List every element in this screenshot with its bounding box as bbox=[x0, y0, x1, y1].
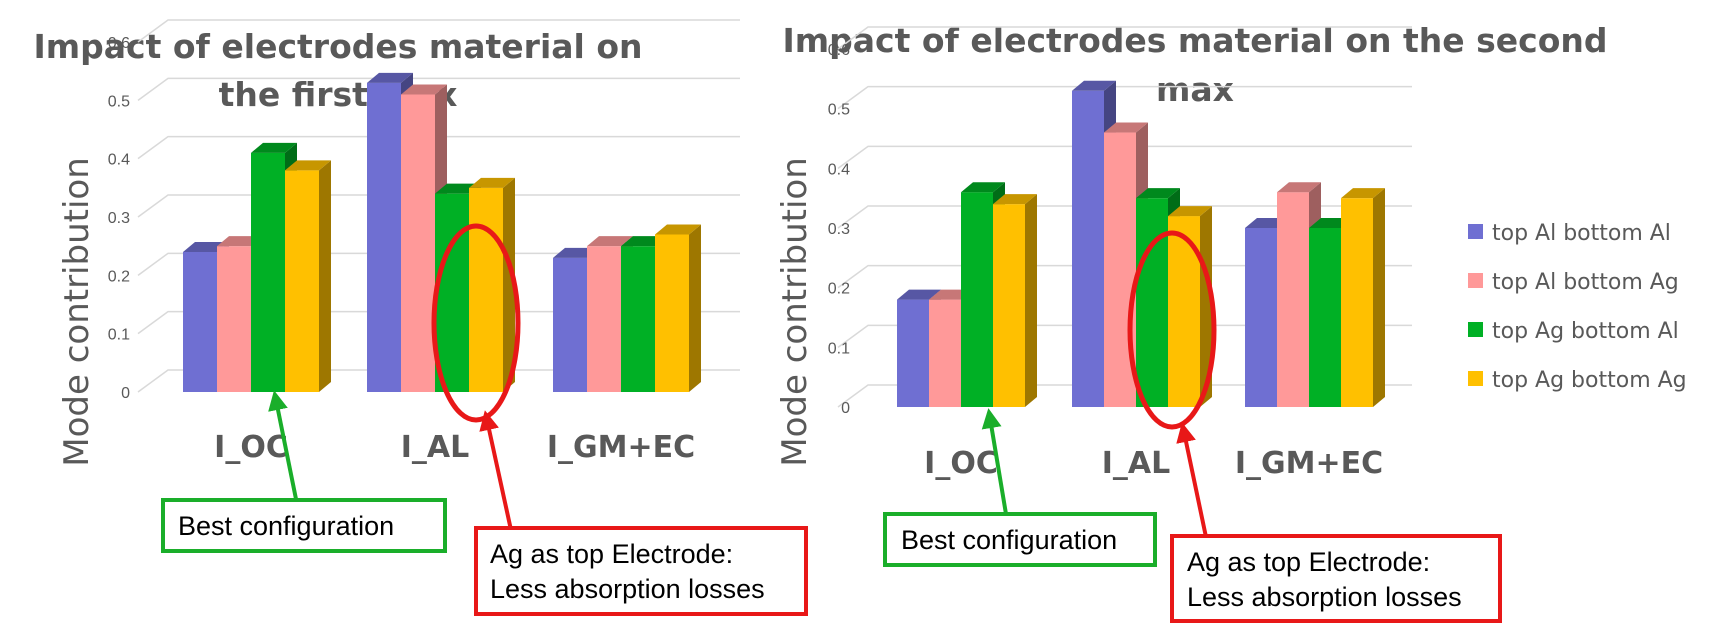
gridline bbox=[837, 145, 1412, 169]
chart1-green-arrow bbox=[268, 390, 299, 505]
chart2-plot: 0 0.1 0.2 0.3 0.4 0.5 0.6 I_OC I_AL I_GM+EC bbox=[828, 26, 1412, 481]
legend-swatch bbox=[1468, 371, 1483, 386]
y-tick-label: 0.3 bbox=[828, 221, 850, 238]
chart2-title-line2: max bbox=[1156, 70, 1234, 109]
y-tick-label: 0 bbox=[121, 385, 130, 402]
chart2-best-config-text: Best configuration bbox=[901, 525, 1117, 555]
y-tick-label: 0.6 bbox=[108, 35, 130, 52]
bar-i-oc-top-ag-bottom-ag bbox=[993, 194, 1037, 407]
chart2-ag-top-text-line1: Ag as top Electrode: bbox=[1187, 547, 1430, 577]
category-label-i-al: I_AL bbox=[1102, 446, 1171, 481]
gridline bbox=[837, 384, 1412, 408]
chart1-best-config-box bbox=[161, 498, 447, 553]
chart1-ag-top-text-line2: Less absorption losses bbox=[490, 574, 765, 604]
y-tick-label: 0.5 bbox=[828, 102, 850, 119]
chart2-green-arrow bbox=[981, 408, 1008, 515]
gridline bbox=[137, 194, 740, 218]
legend: top Al bottom Al top Al bottom Ag top Ag b… bbox=[1468, 221, 1687, 393]
legend-item-top-al-bottom-ag: top Al bottom Ag bbox=[1468, 270, 1679, 295]
legend-item-top-ag-bottom-ag: top Ag bottom Ag bbox=[1468, 368, 1687, 393]
y-tick-label: 0.2 bbox=[108, 268, 130, 285]
y-tick-label: 0.3 bbox=[108, 210, 130, 227]
legend-label: top Al bottom Ag bbox=[1492, 270, 1679, 295]
legend-swatch bbox=[1468, 322, 1483, 337]
legend-label: top Al bottom Al bbox=[1492, 221, 1671, 246]
gridline bbox=[137, 19, 740, 43]
y-tick-label: 0.6 bbox=[828, 42, 850, 59]
y-tick-label: 0.1 bbox=[828, 340, 850, 357]
category-label-i-gm-ec: I_GM+EC bbox=[547, 430, 695, 465]
y-tick-label: 0.1 bbox=[108, 327, 130, 344]
chart1-red-arrow bbox=[479, 410, 513, 531]
y-tick-label: 0.2 bbox=[828, 281, 850, 298]
bar-i-gm-ec-top-ag-bottom-ag bbox=[655, 224, 701, 392]
category-label-i-al: I_AL bbox=[401, 430, 470, 465]
gridline bbox=[137, 310, 740, 335]
legend-label: top Ag bottom Ag bbox=[1492, 368, 1687, 393]
gridline bbox=[137, 135, 740, 160]
bar-i-al-top-ag-bottom-ag bbox=[1168, 206, 1212, 407]
chart1-y-axis-label: Mode contribution bbox=[57, 157, 97, 467]
chart2-ag-top-text-line2: Less absorption losses bbox=[1187, 582, 1462, 612]
chart1-ag-top-text-line1: Ag as top Electrode: bbox=[490, 539, 733, 569]
category-label-i-oc: I_OC bbox=[924, 446, 998, 481]
bar-i-oc-top-ag-bottom-ag bbox=[285, 160, 331, 392]
chart2-red-arrow bbox=[1176, 422, 1208, 538]
category-label-i-oc: I_OC bbox=[214, 430, 288, 465]
y-tick-label: 0.4 bbox=[828, 161, 850, 178]
gridline bbox=[137, 252, 740, 276]
chart2-y-axis-label: Mode contribution bbox=[775, 157, 815, 467]
chart1-title-line1: Impact of electrodes material on bbox=[33, 27, 642, 66]
y-tick-label: 0.4 bbox=[108, 152, 130, 169]
gridline bbox=[837, 205, 1412, 229]
legend-item-top-ag-bottom-al: top Ag bottom Al bbox=[1468, 319, 1679, 344]
chart1-red-ellipse bbox=[431, 223, 521, 423]
chart2-best-config-box bbox=[883, 512, 1157, 567]
legend-label: top Ag bottom Al bbox=[1492, 319, 1679, 344]
legend-swatch bbox=[1468, 273, 1483, 288]
chart1-ag-top-box bbox=[474, 526, 808, 616]
gridline bbox=[837, 85, 1412, 110]
gridline bbox=[137, 77, 740, 101]
y-tick-label: 0 bbox=[841, 400, 850, 417]
y-tick-label: 0.5 bbox=[108, 93, 130, 110]
chart2-red-ellipse bbox=[1127, 230, 1217, 430]
gridline bbox=[837, 26, 1412, 50]
category-label-i-gm-ec: I_GM+EC bbox=[1235, 446, 1383, 481]
chart2-ag-top-box bbox=[1170, 534, 1502, 623]
gridline bbox=[137, 369, 740, 393]
gridline bbox=[837, 264, 1412, 289]
bar-i-al-top-ag-bottom-ag bbox=[469, 177, 515, 392]
legend-swatch bbox=[1468, 224, 1483, 239]
chart1-best-config-text: Best configuration bbox=[178, 511, 394, 541]
chart1-plot: 0 0.1 0.2 0.3 0.4 0.5 0.6 I_OC I_AL I_GM+EC bbox=[108, 19, 740, 465]
legend-item-top-al-bottom-al: top Al bottom Al bbox=[1468, 221, 1671, 246]
gridline bbox=[837, 324, 1412, 348]
bar-i-gm-ec-top-ag-bottom-ag bbox=[1341, 188, 1385, 407]
